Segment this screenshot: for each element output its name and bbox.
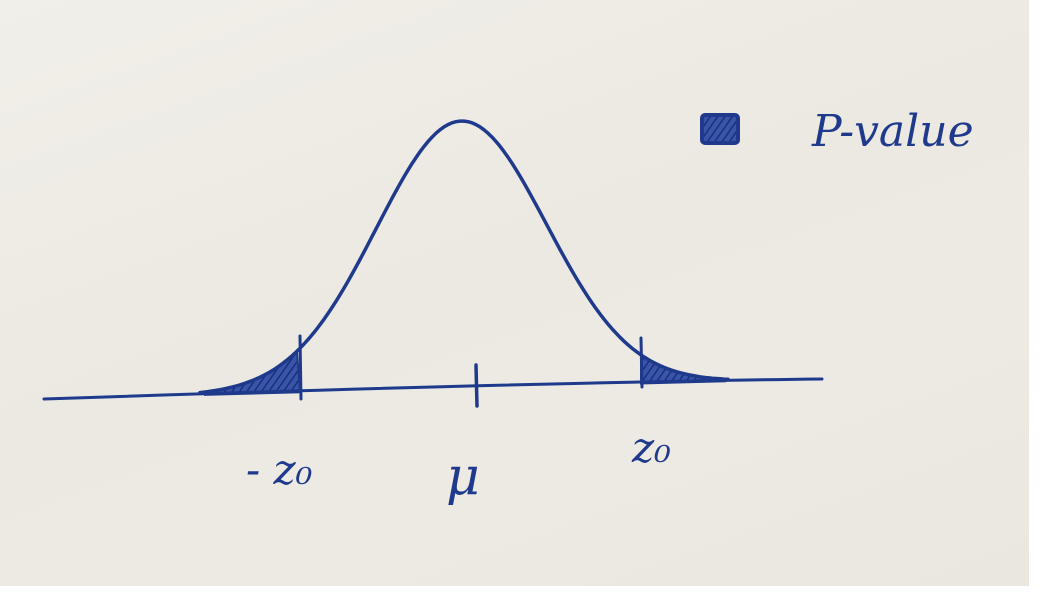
left-critical-label: - z₀ xyxy=(246,445,313,494)
mean-tick xyxy=(474,363,479,408)
right-critical-label: z₀ xyxy=(631,423,671,472)
paper-background xyxy=(0,0,1029,586)
bell-curve xyxy=(198,119,730,395)
legend-swatch-icon xyxy=(700,113,740,145)
horizontal-axis xyxy=(42,377,824,401)
left-critical-line xyxy=(298,334,303,401)
mean-label: μ xyxy=(446,447,480,507)
right-critical-line xyxy=(639,336,644,389)
legend-label: P-value xyxy=(811,106,974,157)
